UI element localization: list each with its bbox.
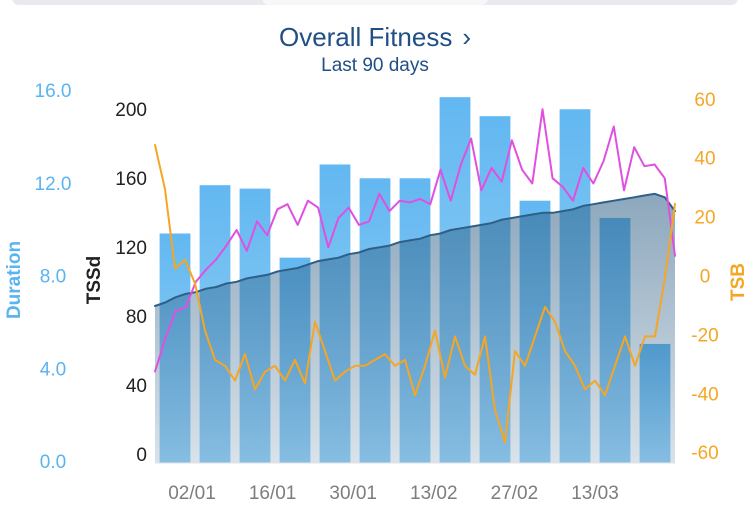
tss-tick-label: 200: [115, 100, 147, 121]
tsb-tick-label: 40: [694, 149, 715, 170]
tsb-tick-label: 0: [700, 267, 711, 288]
date-tick-label: 13/03: [571, 483, 619, 504]
tss-axis-title: TSSd: [84, 256, 105, 305]
fitness-area: [155, 193, 675, 464]
date-tick-label: 16/01: [249, 483, 297, 504]
axis-ticks: 16.012.08.04.00.0200160120804006040200-2…: [35, 81, 719, 504]
chevron-right-icon: ›: [462, 22, 472, 52]
tss-tick-label: 40: [126, 376, 147, 397]
tss-tick-label: 160: [115, 169, 147, 190]
fitness-area: [155, 193, 675, 464]
duration-tick-label: 8.0: [40, 267, 66, 288]
date-tick-label: 13/02: [410, 483, 458, 504]
tsb-axis-title: TSB: [728, 263, 749, 301]
overall-fitness-link[interactable]: Overall Fitness ›: [279, 22, 471, 53]
duration-tick-label: 4.0: [40, 359, 66, 380]
date-tick-label: 02/01: [168, 483, 216, 504]
series-lines: [154, 108, 676, 444]
tsb-tick-label: -20: [691, 325, 718, 346]
chart-header: Overall Fitness › Last 90 days: [0, 22, 750, 77]
tss-tick-label: 0: [136, 445, 147, 466]
chart-title: Overall Fitness: [278, 22, 453, 52]
tsb-tick-label: 60: [694, 90, 715, 111]
duration-tick-label: 0.0: [40, 452, 66, 473]
tsb-line: [154, 144, 676, 444]
duration-tick-label: 12.0: [35, 174, 72, 195]
tsb-tick-label: -60: [691, 443, 718, 464]
tsb-tick-label: 20: [694, 208, 715, 229]
top-segment-selected[interactable]: [262, 0, 488, 5]
fatigue-line: [154, 108, 676, 373]
duration-axis-title: Duration: [4, 241, 25, 319]
fitness-line: [154, 192, 676, 307]
tss-tick-label: 120: [115, 238, 147, 259]
date-tick-label: 30/01: [329, 483, 377, 504]
chart-subtitle: Last 90 days: [321, 55, 429, 76]
tsb-tick-label: -40: [691, 384, 718, 405]
top-segment-bar: [0, 0, 750, 7]
date-tick-label: 27/02: [491, 483, 539, 504]
tss-tick-label: 80: [126, 307, 147, 328]
duration-tick-label: 16.0: [35, 81, 72, 102]
